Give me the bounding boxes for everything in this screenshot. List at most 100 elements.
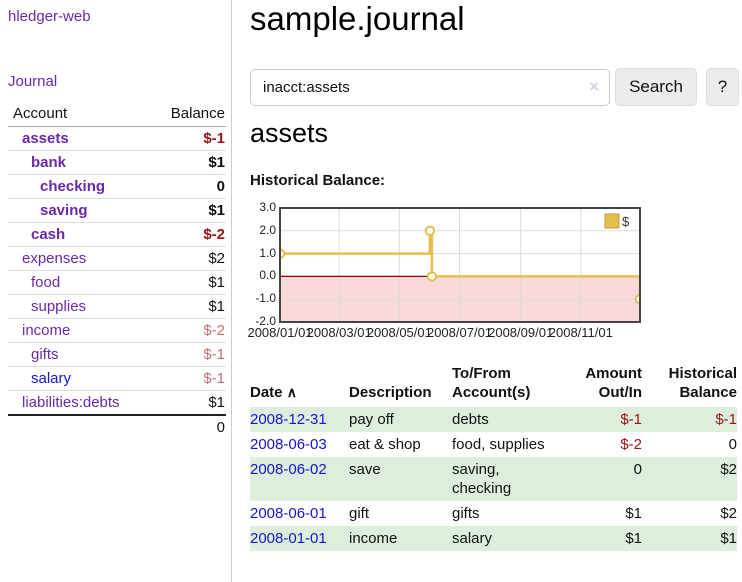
search-button[interactable]: Search — [615, 68, 697, 106]
transaction-description: eat & shop — [349, 436, 421, 453]
account-link-saving[interactable]: saving — [40, 202, 88, 219]
accounts-total-value: 0 — [216, 419, 225, 436]
x-axis-label: 2008/09/01 — [488, 325, 554, 340]
transaction-date-link[interactable]: 2008-01-01 — [250, 530, 327, 547]
account-balance: $-1 — [203, 346, 225, 363]
y-axis-label: -2.0 — [255, 314, 276, 328]
account-balance: $-1 — [203, 130, 225, 147]
x-axis-label: 2008/11/01 — [548, 325, 613, 340]
transaction-row: 2008-12-31 pay off debts $-1 $-1 — [250, 407, 737, 432]
search-form: × Search ? — [250, 68, 739, 106]
transaction-description: gift — [349, 505, 370, 522]
account-balance: $1 — [208, 394, 225, 411]
x-axis-label: 2008/07/01 — [426, 325, 493, 340]
search-input[interactable] — [250, 68, 610, 106]
transaction-row: 2008-06-03 eat & shop food, supplies $-2… — [250, 432, 737, 457]
legend-label: $ — [622, 214, 630, 229]
transaction-date-link[interactable]: 2008-12-31 — [250, 411, 327, 428]
register-header-date[interactable]: Date ∧ — [250, 384, 297, 401]
help-button[interactable]: ? — [706, 68, 739, 106]
account-link-income[interactable]: income — [22, 322, 71, 339]
y-axis-label: -1.0 — [255, 291, 276, 306]
transaction-date-link[interactable]: 2008-06-01 — [250, 505, 327, 522]
y-axis-label: 1.0 — [259, 245, 276, 260]
transaction-balance: $1 — [720, 530, 737, 547]
transaction-balance: $2 — [720, 461, 737, 478]
transaction-amount: $-1 — [620, 411, 642, 428]
y-axis-label: 0.0 — [259, 268, 276, 283]
transaction-accounts: salary — [452, 530, 493, 547]
account-balance: $-1 — [203, 370, 225, 387]
transaction-date-link[interactable]: 2008-06-02 — [250, 461, 327, 478]
transaction-amount: $-2 — [620, 436, 642, 453]
accounts-header-balance: Balance — [154, 102, 226, 127]
table-row: assets $-1 — [8, 127, 226, 151]
account-link-gifts[interactable]: gifts — [31, 346, 59, 363]
account-balance: $2 — [208, 250, 225, 267]
table-row: salary $-1 — [8, 367, 226, 391]
transaction-row: 2008-06-02 save saving, checking 0 $2 — [250, 457, 737, 501]
table-row: cash $-2 — [8, 223, 226, 247]
account-balance: $1 — [208, 298, 225, 315]
main-content: sample.journal × Search ? assets Histori… — [233, 0, 742, 582]
table-row: gifts $-1 — [8, 343, 226, 367]
sidebar-item-journal[interactable]: Journal — [8, 73, 58, 90]
transaction-accounts: gifts — [452, 505, 480, 522]
brand-link[interactable]: hledger-web — [8, 8, 91, 25]
account-balance: 0 — [216, 178, 225, 195]
register-header-description: Description — [349, 384, 432, 401]
transaction-accounts: saving, checking — [452, 461, 512, 497]
accounts-header-account: Account — [8, 102, 155, 127]
account-balance: $-2 — [203, 226, 225, 243]
table-row: liabilities:debts $1 — [8, 391, 226, 415]
table-row: saving $1 — [8, 199, 226, 223]
account-balance: $1 — [208, 274, 225, 291]
account-balance: $-2 — [203, 322, 225, 339]
plot-border — [279, 207, 641, 323]
table-row: income $-2 — [8, 319, 226, 343]
account-link-assets[interactable]: assets — [22, 130, 69, 147]
data-point-marker — [424, 225, 436, 236]
register-table: Date ∧ Description To/From Account(s) Am… — [250, 362, 737, 551]
accounts-total-row: 0 — [8, 415, 226, 439]
account-link-salary[interactable]: salary — [31, 370, 72, 387]
account-balance: $1 — [208, 154, 225, 171]
accounts-table: Account Balance assets $-1 bank $1 check… — [8, 102, 226, 439]
transaction-description: save — [349, 461, 381, 478]
transaction-row: 2008-01-01 income salary $1 $1 — [250, 526, 737, 551]
account-link-food[interactable]: food — [31, 274, 61, 291]
y-axis-label: 3.0 — [259, 200, 276, 214]
account-link-bank[interactable]: bank — [31, 154, 67, 171]
legend-swatch — [604, 213, 620, 229]
chart-plot-area: $ — [279, 207, 641, 323]
transaction-row: 2008-06-01 gift gifts $1 $2 — [250, 501, 737, 526]
table-row: supplies $1 — [8, 295, 226, 319]
account-link-cash[interactable]: cash — [31, 226, 66, 243]
transaction-amount: $1 — [625, 505, 642, 522]
transaction-accounts: food, supplies — [452, 436, 545, 453]
account-link-supplies[interactable]: supplies — [31, 298, 87, 315]
transaction-description: income — [349, 530, 398, 547]
table-row: expenses $2 — [8, 247, 226, 271]
data-point-marker — [426, 271, 438, 282]
clear-search-icon[interactable]: × — [589, 76, 599, 96]
transaction-balance: $-1 — [715, 411, 737, 428]
table-row: food $1 — [8, 271, 226, 295]
table-row: checking 0 — [8, 175, 226, 199]
page-title: sample.journal — [250, 0, 465, 37]
account-link-checking[interactable]: checking — [40, 178, 106, 195]
account-balance: $1 — [208, 202, 225, 219]
account-link-expenses[interactable]: expenses — [22, 250, 87, 267]
sort-asc-icon: ∧ — [286, 384, 297, 400]
transaction-balance: 0 — [728, 436, 737, 453]
register-header-accounts: To/From Account(s) — [452, 365, 531, 401]
x-axis-label: 2008/03/01 — [306, 325, 372, 340]
chart-section-label: Historical Balance: — [250, 172, 386, 189]
transaction-date-link[interactable]: 2008-06-03 — [250, 436, 327, 453]
transaction-amount: $1 — [625, 530, 642, 547]
register-header-balance: Historical Balance — [668, 365, 737, 401]
x-axis-label: 2008/01/01 — [247, 325, 313, 340]
table-row: bank $1 — [8, 151, 226, 175]
historical-balance-chart: $ 3.0 2.0 1.0 0.0 -1.0 -2.0 2008/01/01 2008/03/… — [247, 200, 667, 345]
account-link-liabilities-debts[interactable]: liabilities:debts — [22, 394, 120, 411]
